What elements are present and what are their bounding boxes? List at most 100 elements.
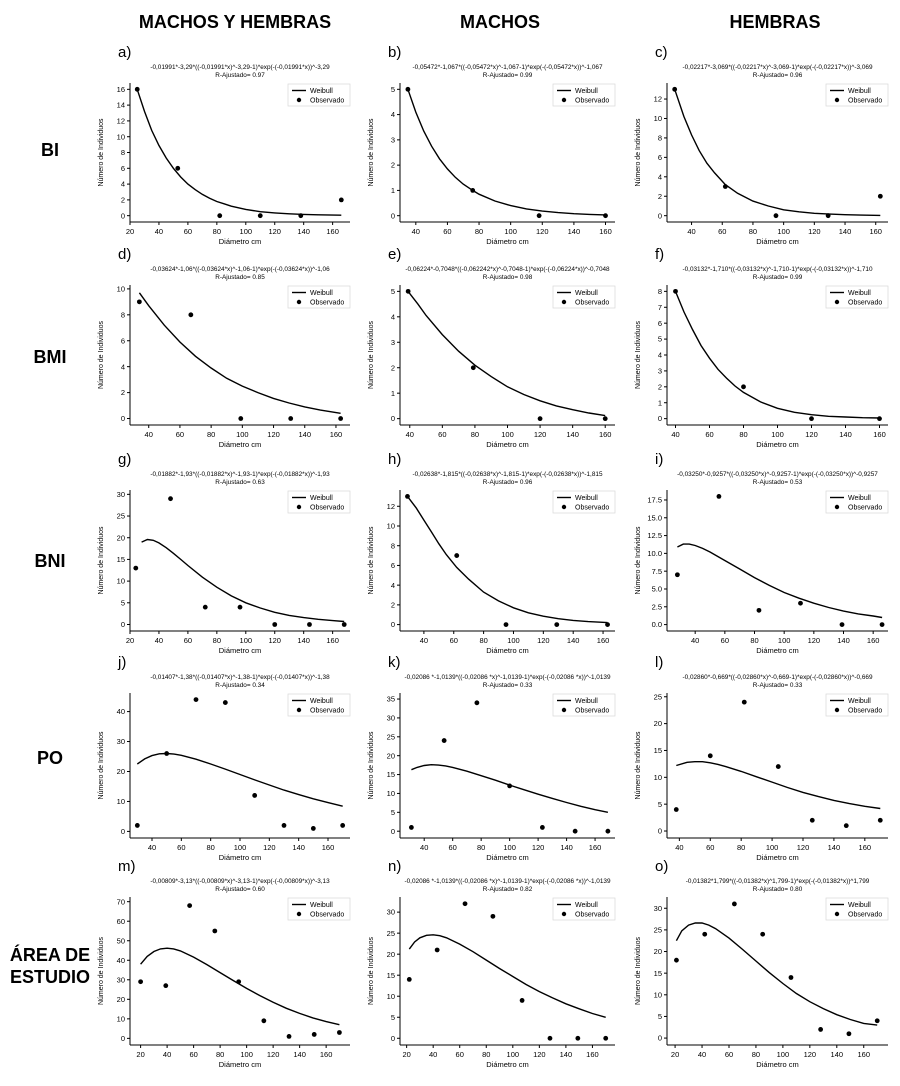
observed-point bbox=[603, 1035, 609, 1041]
legend-weibull-label: Weibull bbox=[575, 902, 598, 909]
x-tick-label: 100 bbox=[504, 227, 517, 236]
y-tick-label: 3 bbox=[391, 135, 395, 144]
observed-point bbox=[672, 86, 678, 92]
x-tick-label: 120 bbox=[808, 227, 821, 236]
observed-point bbox=[575, 1035, 581, 1041]
x-tick-label: 160 bbox=[859, 843, 872, 852]
x-tick-label: 100 bbox=[507, 636, 520, 645]
x-tick-label: 40 bbox=[145, 430, 153, 439]
observed-point bbox=[879, 622, 885, 627]
legend-point-swatch bbox=[561, 504, 567, 510]
legend-point-swatch bbox=[561, 97, 567, 103]
y-tick-label: 0 bbox=[391, 620, 395, 629]
x-tick-label: 60 bbox=[177, 843, 185, 852]
x-axis-label: Diámetro cm bbox=[486, 646, 529, 655]
legend-observado-label: Observado bbox=[848, 708, 882, 715]
formula-label: -0,01407*-1,38*((-0,01407*x)^-1,38-1)*ex… bbox=[150, 674, 330, 681]
r-squared-label: R-Ajustado= 0.99 bbox=[483, 72, 533, 79]
x-axis-label: Diámetro cm bbox=[756, 440, 799, 449]
r-squared-label: R-Ajustado= 0.96 bbox=[483, 479, 533, 486]
observed-point bbox=[673, 288, 678, 294]
row-header-text: BNI bbox=[34, 551, 66, 571]
observed-point bbox=[605, 622, 610, 627]
x-tick-label: 80 bbox=[750, 636, 758, 645]
y-tick-label: 2.5 bbox=[652, 602, 662, 611]
x-tick-label: 160 bbox=[330, 430, 343, 439]
legend-observado-label: Observado bbox=[310, 300, 344, 307]
y-tick-label: 4 bbox=[121, 362, 125, 371]
x-tick-label: 160 bbox=[322, 843, 335, 852]
observed-point bbox=[336, 1030, 342, 1035]
y-tick-label: 10 bbox=[117, 132, 125, 141]
legend-box bbox=[287, 490, 351, 514]
r-squared-label: R-Ajustado= 0.85 bbox=[215, 274, 265, 281]
y-tick-label: 15 bbox=[387, 770, 395, 779]
y-tick-label: 0 bbox=[391, 414, 395, 423]
observed-point bbox=[133, 565, 139, 571]
x-tick-label: 120 bbox=[267, 430, 280, 439]
y-tick-label: 4 bbox=[391, 312, 395, 321]
y-tick-label: 40 bbox=[117, 956, 125, 965]
x-tick-label: 80 bbox=[206, 843, 214, 852]
y-tick-label: 30 bbox=[117, 490, 125, 499]
y-tick-label: 8 bbox=[391, 541, 395, 550]
y-tick-label: 0 bbox=[121, 827, 125, 836]
y-tick-label: 5 bbox=[658, 335, 662, 344]
observed-point bbox=[825, 213, 831, 219]
observed-point bbox=[741, 699, 747, 705]
x-tick-label: 120 bbox=[268, 636, 281, 645]
y-axis-label: Número de Individuos bbox=[98, 320, 105, 389]
observed-point bbox=[281, 823, 287, 828]
x-tick-label: 60 bbox=[184, 636, 192, 645]
y-tick-label: 35 bbox=[387, 695, 395, 704]
observed-point bbox=[338, 416, 344, 421]
x-tick-label: 140 bbox=[560, 1050, 573, 1059]
legend-point-swatch bbox=[834, 299, 840, 305]
chart-panel-n: n) -0,02086 *-1,0139*((-0,02086 *x)^-1,01… bbox=[368, 858, 616, 1069]
y-axis-label: Número de Individuos bbox=[635, 320, 642, 389]
y-tick-label: 30 bbox=[117, 737, 125, 746]
y-tick-label: 20 bbox=[387, 751, 395, 760]
y-tick-label: 10 bbox=[117, 577, 125, 586]
x-tick-label: 60 bbox=[706, 843, 714, 852]
x-tick-label: 140 bbox=[568, 227, 581, 236]
observed-point bbox=[441, 738, 447, 743]
r-squared-label: R-Ajustado= 0.33 bbox=[753, 682, 803, 689]
observed-point bbox=[163, 983, 169, 989]
y-tick-label: 14 bbox=[117, 101, 125, 110]
observed-point bbox=[707, 753, 713, 759]
weibull-curve bbox=[140, 947, 340, 1026]
observed-point bbox=[408, 825, 414, 830]
y-tick-label: 5 bbox=[658, 1012, 662, 1021]
x-tick-label: 160 bbox=[869, 227, 882, 236]
legend-weibull-label: Weibull bbox=[310, 88, 333, 95]
observed-point bbox=[490, 913, 496, 919]
y-tick-label: 6 bbox=[121, 164, 125, 173]
x-tick-label: 60 bbox=[705, 430, 713, 439]
x-tick-label: 40 bbox=[429, 1050, 437, 1059]
row-header-po: PO bbox=[0, 747, 100, 769]
x-tick-label: 100 bbox=[777, 227, 790, 236]
observed-point bbox=[788, 975, 794, 980]
observed-point bbox=[238, 416, 244, 421]
x-tick-label: 40 bbox=[420, 636, 428, 645]
x-tick-label: 40 bbox=[155, 227, 163, 236]
x-tick-label: 80 bbox=[752, 1050, 760, 1059]
legend-point-swatch bbox=[834, 504, 840, 510]
y-tick-label: 6 bbox=[658, 319, 662, 328]
x-tick-label: 80 bbox=[207, 430, 215, 439]
x-tick-label: 120 bbox=[537, 636, 550, 645]
y-tick-label: 1 bbox=[658, 398, 662, 407]
observed-point bbox=[341, 622, 347, 627]
observed-point bbox=[503, 622, 509, 627]
legend-weibull-label: Weibull bbox=[575, 495, 598, 502]
observed-point bbox=[217, 213, 223, 219]
legend-point-swatch bbox=[296, 97, 302, 103]
x-tick-label: 80 bbox=[479, 636, 487, 645]
weibull-curve bbox=[676, 761, 881, 810]
legend-point-swatch bbox=[561, 707, 567, 713]
y-axis-label: Número de Individuos bbox=[368, 320, 375, 389]
x-tick-label: 140 bbox=[567, 636, 580, 645]
x-axis-label: Diámetro cm bbox=[219, 237, 262, 246]
y-tick-label: 5.0 bbox=[652, 585, 662, 594]
